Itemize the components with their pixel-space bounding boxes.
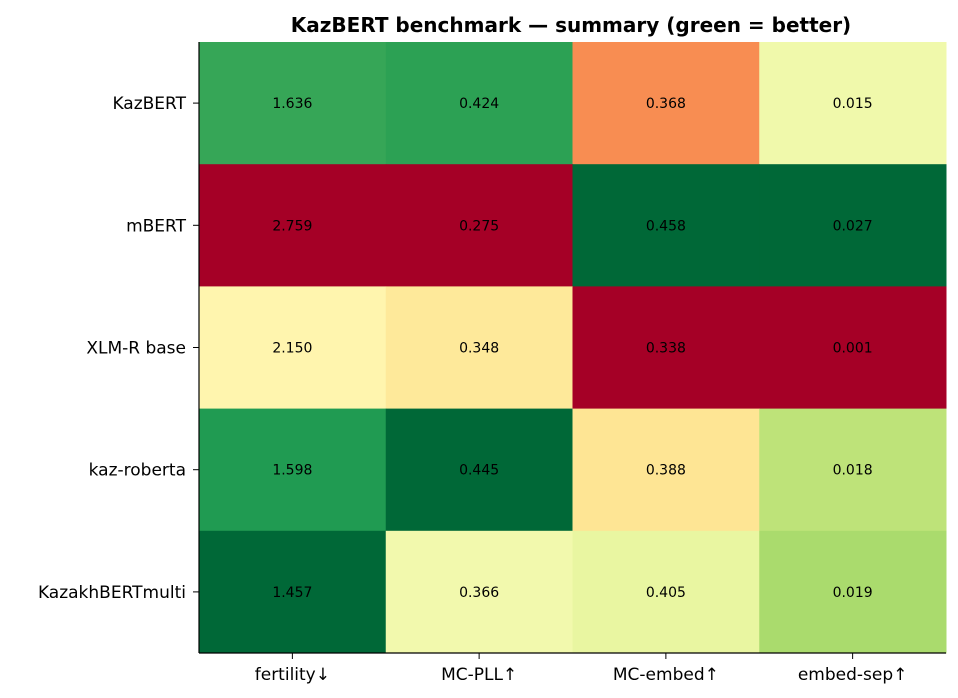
heatmap-cell xyxy=(385,286,573,410)
cell-value-label: 0.366 xyxy=(459,585,499,601)
heatmap-cell xyxy=(759,164,947,287)
heatmap-cell xyxy=(199,408,387,532)
cell-value-label: 0.458 xyxy=(646,218,686,234)
cell-value-label: 0.019 xyxy=(833,585,873,601)
heatmap-cells xyxy=(199,42,947,654)
heatmap-cell xyxy=(572,164,760,287)
heatmap-cell xyxy=(385,530,573,654)
y-tick-label: mBERT xyxy=(126,216,187,236)
x-tick-label: MC-embed↑ xyxy=(613,665,719,685)
cell-value-label: 0.001 xyxy=(833,341,873,357)
cell-value-label: 0.027 xyxy=(833,218,873,234)
heatmap-cell xyxy=(199,164,387,287)
cell-value-label: 0.018 xyxy=(833,463,873,479)
heatmap-cell xyxy=(199,530,387,654)
x-axis: fertility↓ MC-PLL↑ MC-embed↑ embed-sep↑ xyxy=(199,652,946,685)
y-axis: KazBERT mBERT XLM-R base kaz-roberta KazakhB… xyxy=(38,42,200,653)
cell-value-label: 0.275 xyxy=(459,218,499,234)
heatmap-cell xyxy=(759,530,947,654)
cell-value-label: 0.445 xyxy=(459,463,499,479)
y-tick-label: KazakhBERTmulti xyxy=(38,583,186,603)
heatmap-cell xyxy=(385,164,573,287)
heatmap-cell xyxy=(385,408,573,532)
cell-value-label: 0.424 xyxy=(459,96,499,112)
x-tick-label: embed-sep↑ xyxy=(798,665,908,685)
cell-value-label: 0.348 xyxy=(459,341,499,357)
heatmap-cell xyxy=(572,42,760,165)
cell-value-label: 0.015 xyxy=(833,96,873,112)
chart-title: KazBERT benchmark — summary (green = bet… xyxy=(291,13,851,37)
heatmap-cell xyxy=(759,408,947,532)
heatmap-cell xyxy=(572,286,760,410)
cell-value-label: 0.338 xyxy=(646,341,686,357)
cell-value-label: 0.368 xyxy=(646,96,686,112)
cell-value-label: 2.759 xyxy=(272,218,312,234)
cell-value-label: 0.388 xyxy=(646,463,686,479)
cell-value-label: 1.457 xyxy=(272,585,312,601)
heatmap-cell xyxy=(759,286,947,410)
cell-value-label: 1.636 xyxy=(272,96,312,112)
heatmap-cell xyxy=(385,42,573,165)
heatmap-cell xyxy=(759,42,947,165)
heatmap-cell xyxy=(199,42,387,165)
y-tick-label: KazBERT xyxy=(112,94,186,114)
heatmap-cell xyxy=(572,408,760,532)
y-tick-label: XLM-R base xyxy=(86,339,186,359)
x-tick-label: fertility↓ xyxy=(255,665,330,685)
cell-value-label: 0.405 xyxy=(646,585,686,601)
heatmap-cell xyxy=(199,286,387,410)
cell-value-label: 2.150 xyxy=(272,341,312,357)
x-tick-label: MC-PLL↑ xyxy=(441,665,517,685)
heatmap-cell-labels: 1.636 0.424 0.368 0.015 2.759 0.275 0.458 0.027… xyxy=(272,96,872,601)
y-tick-label: kaz-roberta xyxy=(89,461,186,481)
cell-value-label: 1.598 xyxy=(272,463,312,479)
heatmap-cell xyxy=(572,530,760,654)
